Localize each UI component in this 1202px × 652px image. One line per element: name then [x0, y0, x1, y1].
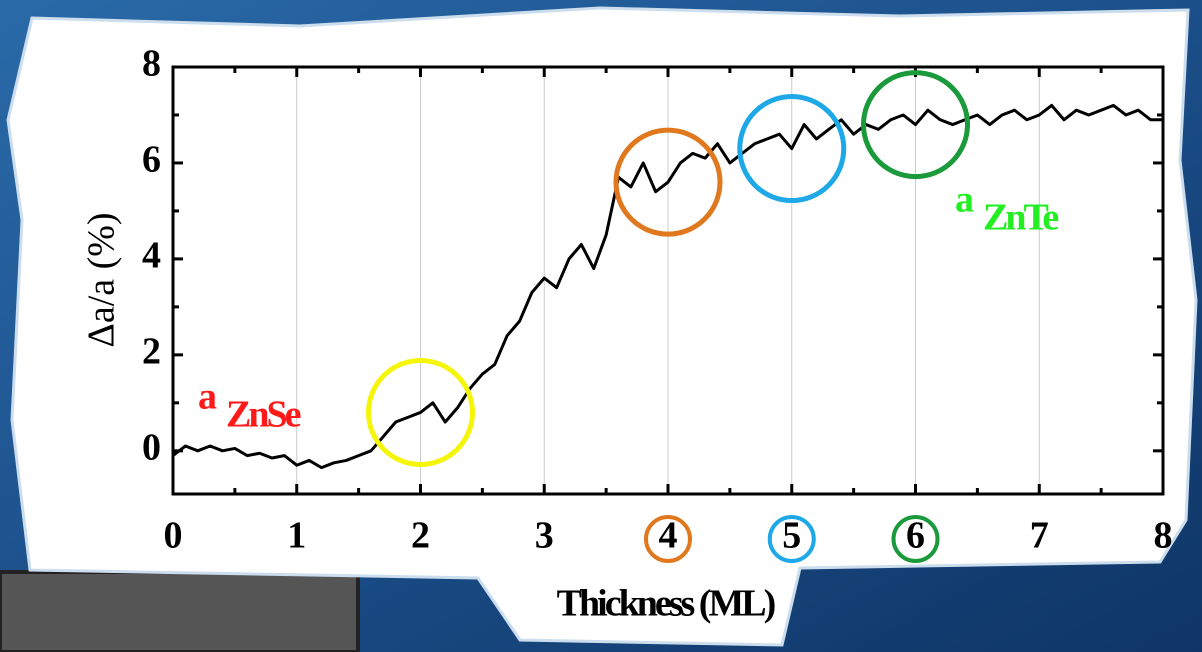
annotation-sub: ZnTe [983, 197, 1058, 239]
highlight-circle [861, 70, 970, 180]
x-tick-label: 1 [287, 515, 306, 557]
y-axis-label: Δa/a (%) [81, 212, 123, 347]
x-tick-label: 8 [1154, 515, 1173, 557]
annotation-sub: ZnSe [226, 394, 301, 436]
highlight-circle [613, 127, 723, 237]
x-axis-label: Thickness (ML) [557, 583, 775, 625]
tick-highlight [891, 515, 940, 563]
y-tick-label: 0 [142, 427, 161, 469]
tick-highlight [767, 515, 816, 563]
highlight-circle [737, 94, 847, 204]
data-line [172, 103, 1163, 470]
highlight-circle [366, 357, 475, 467]
y-tick-label: 8 [142, 43, 161, 85]
annotation: a [955, 179, 974, 221]
annotation: a [198, 376, 217, 418]
x-tick-label: 0 [164, 515, 183, 557]
x-tick-label: 7 [1030, 515, 1049, 557]
paper [6, 6, 1198, 647]
inset-image [0, 570, 360, 652]
x-tick-label: 6 [906, 515, 925, 557]
y-tick-label: 4 [142, 235, 161, 277]
x-tick-label: 3 [535, 515, 554, 557]
y-tick-label: 2 [142, 331, 161, 373]
y-tick-label: 6 [142, 139, 161, 181]
x-tick-label: 5 [782, 515, 801, 557]
tick-highlight [644, 515, 692, 563]
x-tick-label: 2 [411, 515, 430, 557]
x-tick-label: 4 [659, 515, 678, 557]
